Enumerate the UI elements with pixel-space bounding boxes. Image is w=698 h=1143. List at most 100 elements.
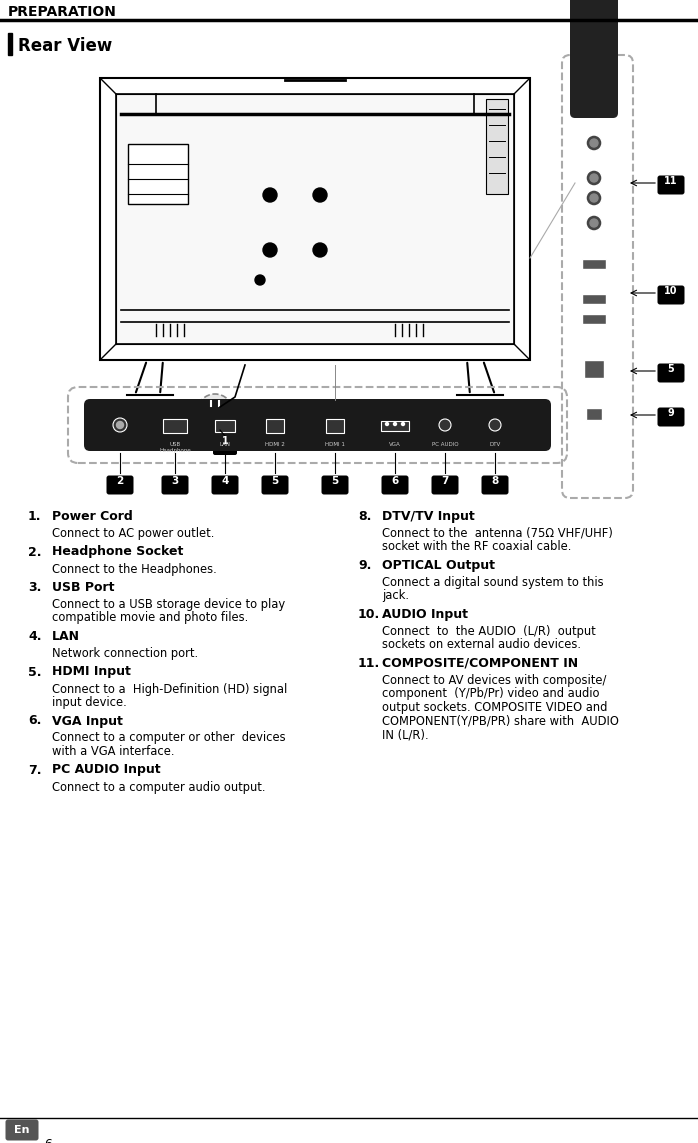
Text: component  (Y/Pb/Pr) video and audio: component (Y/Pb/Pr) video and audio	[382, 687, 600, 701]
Text: VGA Input: VGA Input	[52, 714, 123, 727]
Bar	[584, 360, 604, 378]
Text: Connect a digital sound system to this: Connect a digital sound system to this	[382, 576, 604, 589]
Text: output sockets. COMPOSITE VIDEO and: output sockets. COMPOSITE VIDEO and	[382, 701, 607, 714]
Bar	[582, 259, 606, 269]
FancyBboxPatch shape	[322, 475, 348, 495]
Text: jack.: jack.	[382, 590, 409, 602]
Circle shape	[197, 394, 233, 430]
Text: 11: 11	[664, 176, 678, 186]
FancyArrowPatch shape	[161, 362, 163, 392]
Bar	[116, 94, 514, 344]
FancyBboxPatch shape	[658, 408, 685, 426]
Text: 1.: 1.	[28, 510, 41, 523]
Text: PREPARATION: PREPARATION	[8, 5, 117, 19]
Circle shape	[255, 275, 265, 285]
Circle shape	[207, 403, 223, 419]
FancyBboxPatch shape	[431, 475, 459, 495]
Circle shape	[590, 194, 598, 202]
Text: 8: 8	[491, 475, 498, 486]
Text: 1: 1	[222, 435, 228, 446]
Circle shape	[113, 418, 127, 432]
Text: Headphone Socket: Headphone Socket	[52, 545, 184, 559]
Text: En: En	[14, 1125, 30, 1135]
Text: 2: 2	[117, 475, 124, 486]
FancyBboxPatch shape	[658, 363, 685, 383]
Text: sockets on external audio devices.: sockets on external audio devices.	[382, 639, 581, 652]
Circle shape	[439, 419, 451, 431]
Text: LAN: LAN	[219, 442, 230, 447]
Text: Connect to AV devices with composite/: Connect to AV devices with composite/	[382, 674, 607, 687]
Text: 4.: 4.	[28, 630, 41, 644]
Circle shape	[586, 190, 602, 206]
Text: USB
Headphone: USB Headphone	[159, 442, 191, 453]
Text: COMPOSITE/COMPONENT IN: COMPOSITE/COMPONENT IN	[382, 657, 578, 670]
Text: DTV/TV Input: DTV/TV Input	[382, 510, 475, 523]
Circle shape	[313, 243, 327, 257]
Text: OPTICAL Output: OPTICAL Output	[382, 559, 495, 572]
Circle shape	[586, 215, 602, 231]
Bar	[128, 144, 188, 203]
Text: 3: 3	[172, 475, 179, 486]
Circle shape	[385, 423, 389, 425]
FancyBboxPatch shape	[482, 475, 509, 495]
FancyBboxPatch shape	[570, 0, 618, 118]
Text: Rear View: Rear View	[18, 37, 112, 55]
Text: 9.: 9.	[358, 559, 371, 572]
FancyArrowPatch shape	[484, 362, 494, 392]
Text: Connect to AC power outlet.: Connect to AC power outlet.	[52, 527, 214, 539]
Circle shape	[263, 187, 277, 202]
Text: DTV: DTV	[489, 442, 500, 447]
FancyArrowPatch shape	[136, 362, 146, 392]
Bar	[100, 78, 530, 360]
Text: 6: 6	[44, 1138, 52, 1143]
Text: Connect to the Headphones.: Connect to the Headphones.	[52, 562, 217, 575]
Bar	[266, 419, 284, 433]
Text: USB Port: USB Port	[52, 581, 114, 594]
Bar	[586, 408, 602, 419]
Circle shape	[586, 170, 602, 186]
Text: COMPONENT(Y/PB/PR) share with  AUDIO: COMPONENT(Y/PB/PR) share with AUDIO	[382, 714, 619, 727]
Text: PC AUDIO Input: PC AUDIO Input	[52, 764, 161, 776]
Bar	[326, 419, 344, 433]
Text: Power Cord: Power Cord	[52, 510, 133, 523]
Text: Connect  to  the AUDIO  (L/R)  output: Connect to the AUDIO (L/R) output	[382, 625, 596, 638]
Text: IN (L/R).: IN (L/R).	[382, 728, 429, 741]
FancyBboxPatch shape	[84, 399, 551, 451]
Circle shape	[263, 243, 277, 257]
FancyBboxPatch shape	[6, 1119, 38, 1141]
Text: 10: 10	[664, 286, 678, 296]
FancyBboxPatch shape	[161, 475, 188, 495]
Circle shape	[590, 139, 598, 147]
Text: 5.: 5.	[28, 665, 41, 679]
FancyBboxPatch shape	[107, 475, 133, 495]
Text: 7: 7	[441, 475, 449, 486]
Text: 5: 5	[332, 475, 339, 486]
Text: 7.: 7.	[28, 764, 41, 776]
Text: Connect to the  antenna (75Ω VHF/UHF): Connect to the antenna (75Ω VHF/UHF)	[382, 527, 613, 539]
Bar	[381, 421, 409, 431]
FancyBboxPatch shape	[658, 286, 685, 304]
Circle shape	[586, 135, 602, 151]
Text: 9: 9	[667, 408, 674, 418]
Text: 10.: 10.	[358, 608, 380, 621]
Text: Network connection port.: Network connection port.	[52, 647, 198, 660]
Text: HDMI 1: HDMI 1	[325, 442, 345, 447]
Text: compatible movie and photo files.: compatible movie and photo files.	[52, 612, 248, 624]
Bar	[8, 33, 12, 55]
Text: Connect to a USB storage device to play: Connect to a USB storage device to play	[52, 598, 285, 612]
Text: VGA: VGA	[389, 442, 401, 447]
Text: with a VGA interface.: with a VGA interface.	[52, 745, 174, 758]
Text: 2.: 2.	[28, 545, 41, 559]
Text: input device.: input device.	[52, 696, 127, 709]
Bar	[582, 314, 606, 323]
Text: 3.: 3.	[28, 581, 41, 594]
Circle shape	[401, 423, 405, 425]
Text: Connect to a  High-Definition (HD) signal: Connect to a High-Definition (HD) signal	[52, 682, 288, 695]
Circle shape	[313, 187, 327, 202]
Bar	[215, 419, 235, 432]
FancyBboxPatch shape	[213, 439, 237, 455]
Bar	[163, 419, 187, 433]
Circle shape	[489, 419, 501, 431]
FancyArrowPatch shape	[467, 362, 470, 392]
Text: HDMI Input: HDMI Input	[52, 665, 131, 679]
